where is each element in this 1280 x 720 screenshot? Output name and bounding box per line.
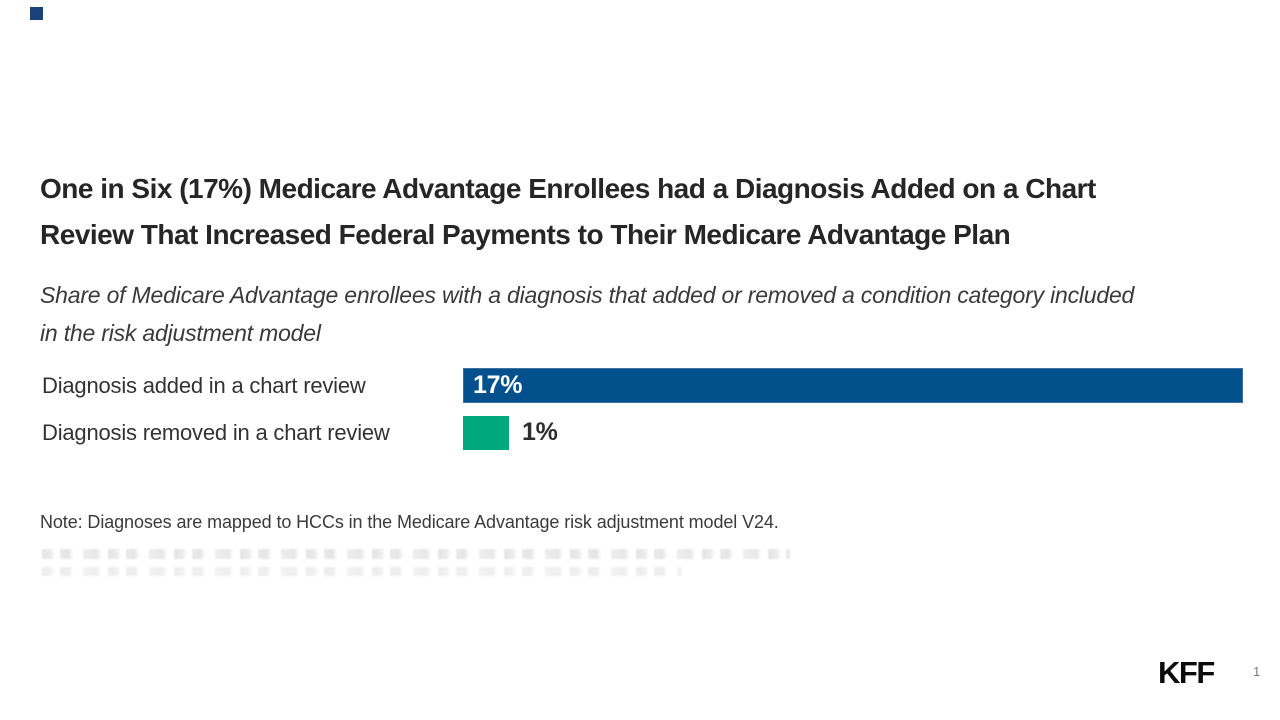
- category-label-added: Diagnosis added in a chart review: [42, 372, 366, 398]
- slide-title: One in Six (17%) Medicare Advantage Enro…: [40, 166, 1096, 258]
- slide-subtitle: Share of Medicare Advantage enrollees wi…: [40, 276, 1134, 352]
- slide-title-line-2: Review That Increased Federal Payments t…: [40, 219, 1011, 250]
- chart-row-added: Diagnosis added in a chart review 17%: [42, 368, 1243, 403]
- bar-removed: [463, 415, 509, 450]
- page-number: 1: [1253, 664, 1261, 679]
- note-text: Note: Diagnoses are mapped to HCCs in th…: [40, 512, 779, 532]
- bar-chart: Diagnosis added in a chart review 17% Di…: [42, 368, 1243, 462]
- value-label-added: 17%: [473, 371, 523, 399]
- chart-row-removed: Diagnosis removed in a chart review 1%: [42, 415, 1243, 450]
- bar-area-added: 17%: [463, 368, 1243, 403]
- slide-subtitle-line-2: in the risk adjustment model: [40, 320, 321, 346]
- kff-logo: KFF: [1158, 655, 1215, 690]
- slide-subtitle-line-1: Share of Medicare Advantage enrollees wi…: [40, 282, 1135, 308]
- slide-accent-square: [30, 7, 43, 20]
- bar-area-removed: 1%: [463, 415, 1243, 450]
- bar-added: 17%: [463, 368, 1243, 403]
- faded-illegible-text-line: [42, 549, 790, 559]
- slide-title-line-1: One in Six (17%) Medicare Advantage Enro…: [40, 173, 1096, 204]
- value-label-removed: 1%: [522, 418, 558, 446]
- faded-illegible-text-line: [42, 567, 682, 576]
- category-label-removed: Diagnosis removed in a chart review: [42, 419, 390, 445]
